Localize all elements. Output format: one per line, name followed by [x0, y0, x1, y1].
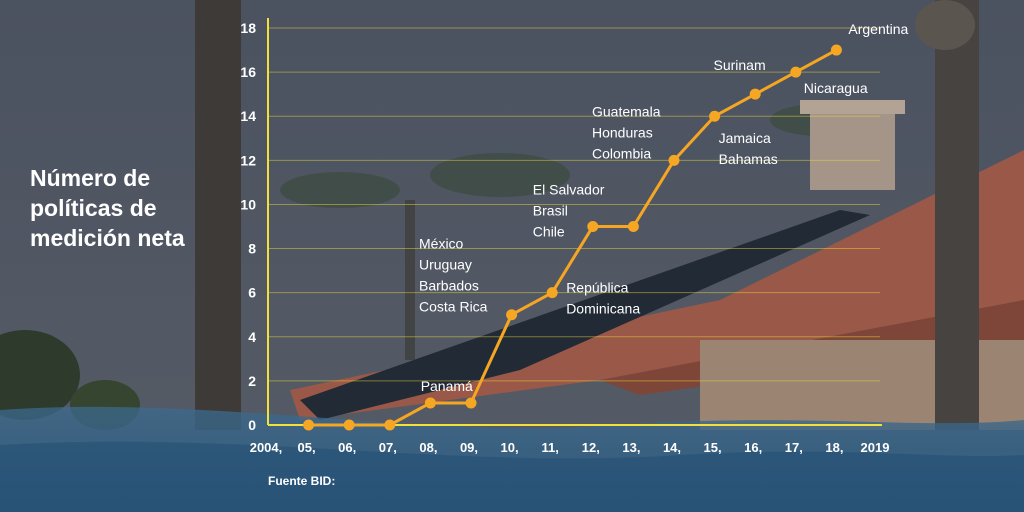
y-tick-label: 6 — [248, 285, 256, 301]
source-note: Fuente BID: — [268, 474, 336, 488]
y-tick-label: 4 — [248, 329, 256, 345]
x-tick-label: 10, — [501, 440, 519, 455]
y-tick-label: 8 — [248, 241, 256, 257]
x-tick-label: 13, — [622, 440, 640, 455]
x-tick-label: 09, — [460, 440, 478, 455]
x-tick-label: 06, — [338, 440, 356, 455]
data-point — [343, 419, 355, 431]
x-tick-label: 2019 — [861, 440, 890, 455]
y-tick-labels: 0 2 4 6 8 10 12 14 16 18 — [240, 20, 256, 433]
x-tick-label: 14, — [663, 440, 681, 455]
data-point — [830, 44, 842, 56]
data-point — [709, 110, 721, 122]
x-tick-label: 12, — [582, 440, 600, 455]
country-annotation: México Uruguay Barbados Costa Rica — [419, 236, 488, 315]
gridlines — [268, 27, 880, 382]
data-point — [668, 154, 680, 166]
y-tick-label: 14 — [240, 108, 256, 124]
x-tick-labels: 2004, 05, 06, 07, 08, 09, 10, 11, 12, 13, 14, 15, 16… — [250, 440, 890, 455]
x-tick-label: 2004, — [250, 440, 283, 455]
data-point — [587, 221, 599, 232]
data-point — [506, 309, 518, 321]
data-point — [790, 66, 802, 78]
y-tick-label: 12 — [240, 152, 256, 168]
x-tick-label: 05, — [298, 440, 316, 455]
chart-title: Número de políticas de medición neta — [30, 165, 185, 251]
y-tick-label: 10 — [240, 196, 256, 212]
country-annotation: República Dominicana — [566, 280, 640, 317]
country-annotations: Panamá México Uruguay Barbados Costa Rica Rep… — [419, 21, 909, 394]
x-tick-label: 11, — [542, 440, 559, 455]
country-annotation: Nicaragua — [804, 80, 868, 96]
country-annotation: Jamaica Bahamas — [719, 130, 778, 167]
data-point — [384, 419, 396, 431]
x-tick-label: 08, — [419, 440, 437, 455]
y-tick-label: 0 — [248, 417, 256, 433]
data-point — [749, 88, 761, 100]
data-point — [465, 397, 477, 409]
y-tick-label: 16 — [240, 64, 256, 80]
data-point — [546, 287, 558, 299]
x-tick-label: 18, — [825, 440, 843, 455]
country-annotation: Guatemala Honduras Colombia — [592, 103, 661, 161]
y-tick-label: 2 — [248, 373, 256, 389]
x-tick-label: 17, — [785, 440, 803, 455]
data-point — [627, 221, 639, 232]
series-politicas — [303, 44, 842, 431]
data-point — [424, 397, 436, 409]
y-tick-label: 18 — [240, 20, 256, 36]
x-tick-label: 07, — [379, 440, 397, 455]
data-point — [303, 419, 315, 431]
series-line — [308, 48, 838, 427]
country-annotation: Argentina — [848, 21, 908, 37]
axes — [267, 18, 882, 426]
country-annotation: El Salvador Brasil Chile — [533, 182, 605, 240]
country-annotation: Surinam — [714, 57, 766, 73]
x-tick-label: 15, — [704, 440, 722, 455]
x-tick-label: 16, — [744, 440, 762, 455]
country-annotation: Panamá — [421, 378, 473, 394]
